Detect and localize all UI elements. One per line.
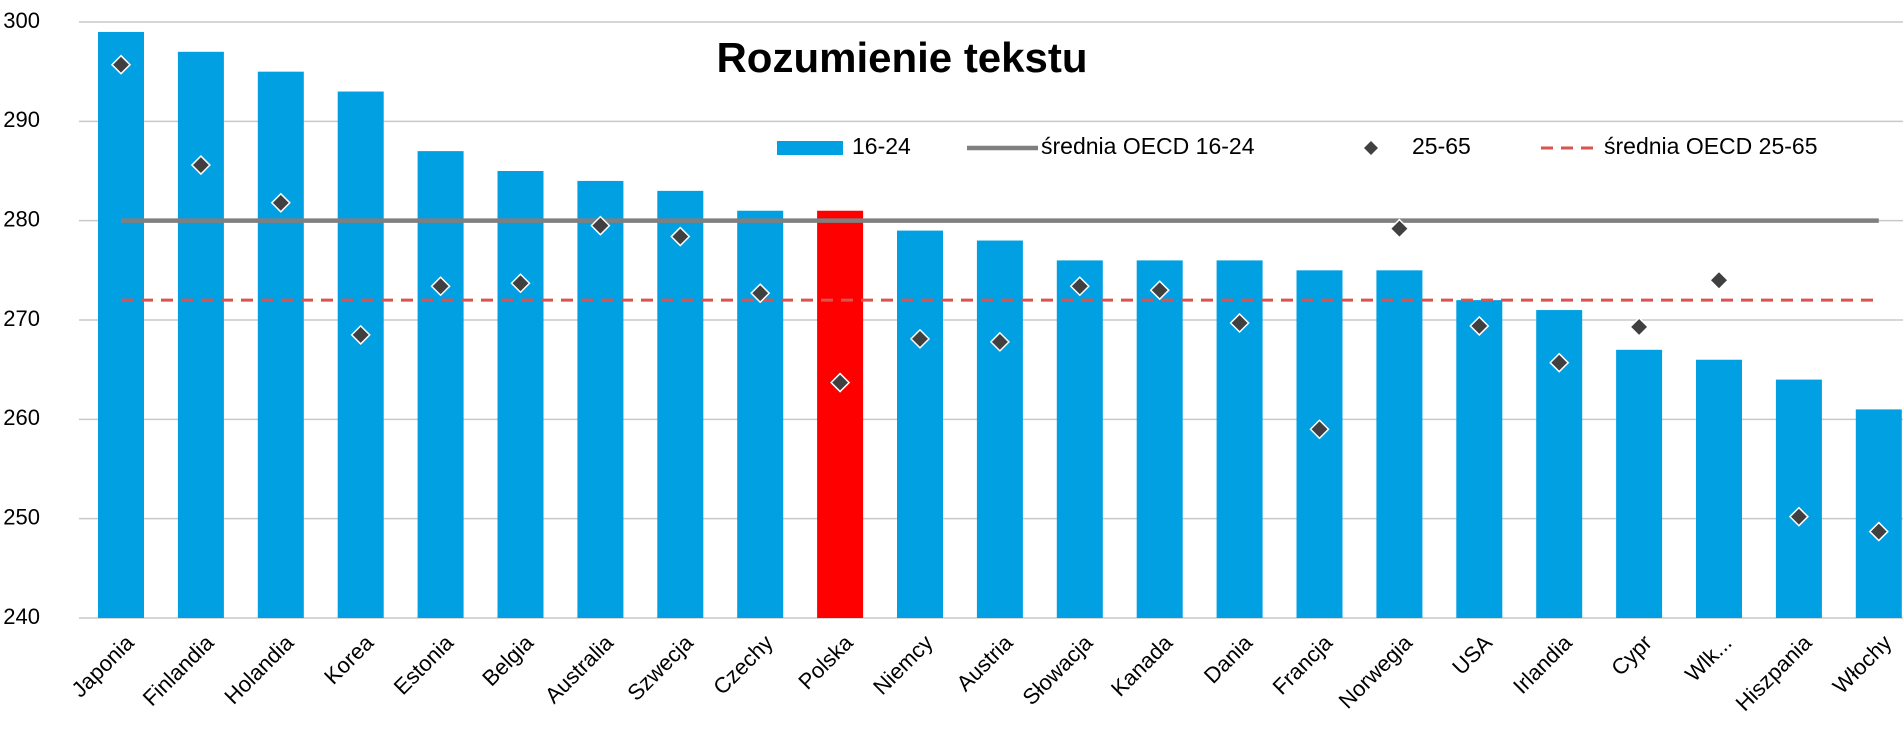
bar (657, 190, 704, 618)
diamond-marker (1549, 352, 1570, 373)
x-tick-label: Japonia (66, 629, 139, 702)
bar (497, 171, 544, 618)
x-tick-label: Finlandia (138, 629, 219, 710)
bar (98, 31, 144, 618)
y-tick-label: 240 (3, 604, 40, 629)
legend-label: średnia OECD 16-24 (1041, 133, 1255, 159)
bar (257, 71, 304, 618)
legend-label: 16-24 (852, 133, 911, 159)
bar (1456, 300, 1503, 618)
y-tick-label: 270 (3, 306, 40, 331)
diamond-marker (1309, 419, 1330, 440)
x-tick-label: Belgia (477, 629, 538, 690)
y-tick-label: 290 (3, 107, 40, 132)
diamond-marker (1229, 312, 1250, 334)
legend-label: 25-65 (1412, 133, 1471, 159)
bar (1696, 359, 1742, 618)
x-tick-label: Polska (793, 629, 858, 694)
bar (1376, 270, 1423, 618)
bar (897, 230, 943, 618)
diamond-marker (989, 331, 1010, 352)
diamond-marker (430, 276, 451, 297)
bar (1056, 260, 1103, 618)
x-tick-label: Dania (1199, 629, 1258, 688)
y-tick-label: 260 (3, 405, 40, 430)
bar (976, 240, 1023, 619)
bar (817, 210, 864, 618)
diamond-marker (750, 283, 771, 304)
x-tick-label: Korea (319, 629, 379, 689)
x-tick-label: Czechy (708, 630, 778, 700)
bar (737, 210, 784, 618)
x-tick-label: Kanada (1106, 629, 1178, 701)
y-tick-label: 300 (3, 8, 40, 33)
x-tick-label: Estonia (389, 629, 459, 699)
y-tick-label: 280 (3, 206, 40, 231)
x-tick-label: Słowacja (1018, 629, 1098, 709)
x-tick-label: USA (1447, 630, 1497, 680)
x-tick-label: Holandia (219, 629, 299, 709)
diamond-marker (350, 324, 371, 345)
x-tick-label: Włochy (1828, 630, 1897, 699)
bar (1855, 409, 1902, 618)
diamond-marker (270, 192, 291, 213)
diamond-marker (1469, 315, 1490, 337)
bar (1136, 260, 1183, 618)
legend-label: średnia OECD 25-65 (1604, 133, 1818, 159)
y-tick-label: 250 (3, 504, 40, 529)
x-tick-label: Wlk... (1680, 630, 1737, 687)
diamond-marker (190, 154, 211, 176)
diamond-marker (1629, 316, 1650, 338)
x-tick-label: Australia (540, 629, 619, 708)
x-tick-label: Szwecja (622, 629, 698, 705)
x-tick-label: Norwegia (1334, 629, 1418, 713)
x-tick-label: Austria (951, 629, 1018, 696)
diamond-marker (590, 215, 611, 236)
diamond-marker (1868, 521, 1889, 542)
x-tick-label: Cypr (1606, 630, 1657, 681)
legend-swatch (777, 141, 843, 155)
x-tick-label: Hiszpania (1731, 629, 1818, 716)
diamond-marker (830, 372, 851, 393)
bar (337, 91, 384, 619)
x-tick-label: Irlandia (1508, 629, 1577, 698)
x-tick-label: Francja (1268, 629, 1338, 699)
bar (1775, 379, 1822, 618)
diamond-marker (909, 328, 931, 349)
diamond-marker (1149, 280, 1170, 301)
chart-title: Rozumienie tekstu (716, 34, 1087, 81)
diamond-marker (110, 54, 132, 75)
diamond-marker (1069, 276, 1090, 297)
bar (577, 180, 624, 618)
diamond-marker (510, 273, 531, 294)
bar (177, 51, 224, 619)
bar (1296, 270, 1343, 618)
legend-swatch (1364, 141, 1378, 155)
diamond-marker (1389, 218, 1410, 239)
diamond-marker (1708, 270, 1730, 291)
bar (1616, 349, 1663, 618)
diamond-marker (1788, 506, 1809, 527)
x-tick-label: Niemcy (868, 630, 938, 700)
bar (417, 151, 464, 618)
diamond-marker (670, 226, 691, 247)
